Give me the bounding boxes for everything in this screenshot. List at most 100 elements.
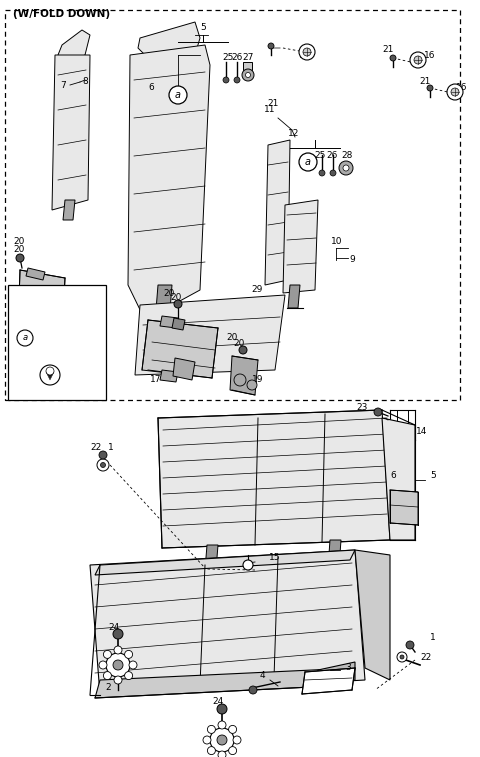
Polygon shape <box>390 490 418 525</box>
Circle shape <box>390 55 396 61</box>
Text: 6: 6 <box>390 472 396 481</box>
Text: 22: 22 <box>90 443 102 451</box>
Circle shape <box>233 736 241 744</box>
Circle shape <box>397 652 407 662</box>
Circle shape <box>299 44 315 60</box>
Circle shape <box>217 735 227 745</box>
Circle shape <box>319 170 325 176</box>
Text: (W/FOLD DOWN): (W/FOLD DOWN) <box>13 9 110 19</box>
Circle shape <box>17 330 33 346</box>
Polygon shape <box>172 318 185 330</box>
Text: 16: 16 <box>424 51 436 60</box>
Circle shape <box>268 43 274 49</box>
Text: 20: 20 <box>233 338 244 347</box>
Circle shape <box>249 686 257 694</box>
Circle shape <box>207 746 216 755</box>
Circle shape <box>203 736 211 744</box>
Circle shape <box>46 367 54 375</box>
Circle shape <box>228 725 237 734</box>
Polygon shape <box>205 545 218 570</box>
Text: 16: 16 <box>456 83 468 92</box>
Circle shape <box>125 650 132 659</box>
Circle shape <box>99 451 107 459</box>
Text: 2: 2 <box>209 743 215 752</box>
Text: 9: 9 <box>349 256 355 264</box>
Circle shape <box>99 661 107 669</box>
Text: 13: 13 <box>37 334 48 342</box>
Polygon shape <box>328 540 341 568</box>
Circle shape <box>299 153 317 171</box>
Text: 21: 21 <box>267 98 279 107</box>
Polygon shape <box>160 316 178 328</box>
Text: 25: 25 <box>314 151 326 160</box>
Circle shape <box>234 374 246 386</box>
Text: a: a <box>23 334 27 342</box>
Polygon shape <box>26 335 45 346</box>
Text: 20: 20 <box>170 292 181 301</box>
FancyBboxPatch shape <box>8 285 106 400</box>
Circle shape <box>343 165 349 171</box>
Text: 21: 21 <box>382 45 394 55</box>
Polygon shape <box>265 140 290 285</box>
Circle shape <box>174 300 182 308</box>
Circle shape <box>303 48 311 56</box>
Circle shape <box>210 728 234 752</box>
Polygon shape <box>138 22 200 58</box>
Circle shape <box>234 77 240 83</box>
Circle shape <box>410 52 426 68</box>
Polygon shape <box>142 320 218 378</box>
Text: 11: 11 <box>264 105 276 114</box>
Circle shape <box>106 653 130 677</box>
Circle shape <box>239 346 247 354</box>
Polygon shape <box>52 55 90 210</box>
Text: 4: 4 <box>259 671 265 680</box>
Polygon shape <box>156 285 172 310</box>
Text: 24: 24 <box>212 697 223 706</box>
Polygon shape <box>243 62 252 70</box>
Text: 27: 27 <box>242 54 254 63</box>
Circle shape <box>243 560 253 570</box>
Circle shape <box>169 86 187 104</box>
Text: 14: 14 <box>416 428 428 437</box>
Polygon shape <box>128 45 210 320</box>
Polygon shape <box>173 358 195 380</box>
Text: 29: 29 <box>252 285 263 294</box>
Polygon shape <box>355 550 390 680</box>
Text: 18: 18 <box>12 338 24 347</box>
Polygon shape <box>58 30 90 62</box>
Text: 3: 3 <box>345 662 351 671</box>
Polygon shape <box>283 200 318 293</box>
Polygon shape <box>18 270 65 340</box>
Circle shape <box>114 646 122 654</box>
Polygon shape <box>390 410 415 440</box>
Circle shape <box>406 641 414 649</box>
Circle shape <box>447 84 463 100</box>
Circle shape <box>245 73 251 77</box>
Text: 15: 15 <box>269 553 281 562</box>
Circle shape <box>113 660 123 670</box>
Text: 22: 22 <box>420 653 431 662</box>
Text: 8: 8 <box>82 77 88 86</box>
Text: 2: 2 <box>105 684 111 693</box>
Circle shape <box>374 408 382 416</box>
Polygon shape <box>95 550 355 575</box>
Circle shape <box>414 56 422 64</box>
Circle shape <box>400 655 404 659</box>
Text: a: a <box>305 157 311 167</box>
Text: 28: 28 <box>341 151 353 160</box>
Polygon shape <box>90 550 365 695</box>
Text: 1: 1 <box>430 634 436 643</box>
Text: a: a <box>175 90 181 100</box>
Circle shape <box>40 365 60 385</box>
Text: 13: 13 <box>37 333 49 343</box>
Circle shape <box>125 671 132 680</box>
Circle shape <box>100 463 106 468</box>
Circle shape <box>103 671 111 680</box>
Text: 1: 1 <box>108 443 114 451</box>
Circle shape <box>217 704 227 714</box>
Text: 21: 21 <box>420 77 431 86</box>
Circle shape <box>218 721 226 729</box>
Polygon shape <box>318 662 355 688</box>
Circle shape <box>103 650 111 659</box>
Text: 19: 19 <box>252 375 264 385</box>
